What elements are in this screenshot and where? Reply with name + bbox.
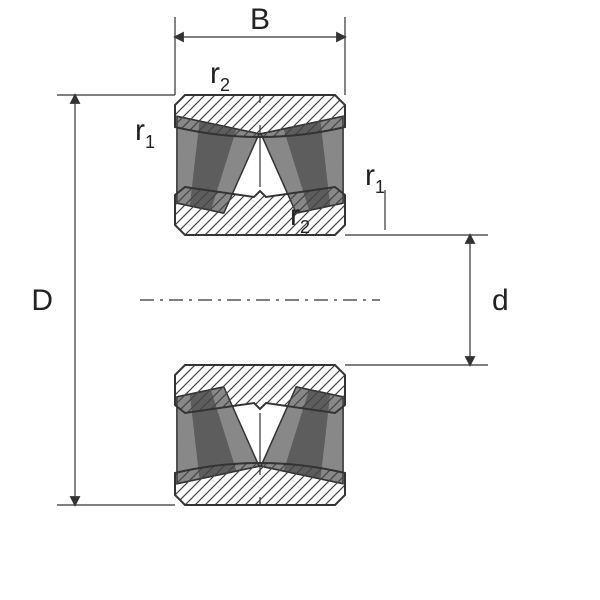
- label-r1-right: r1: [365, 159, 385, 197]
- label-D: D: [31, 284, 53, 317]
- inner-race-top: [175, 187, 345, 235]
- label-B: B: [250, 3, 270, 36]
- label-r1-left: r1: [135, 114, 155, 152]
- bearing-cross-section: BDdr2r1r2r1: [0, 0, 600, 600]
- label-d: d: [492, 284, 509, 317]
- label-r2-outer: r2: [210, 57, 230, 95]
- inner-race-bottom: [175, 365, 345, 413]
